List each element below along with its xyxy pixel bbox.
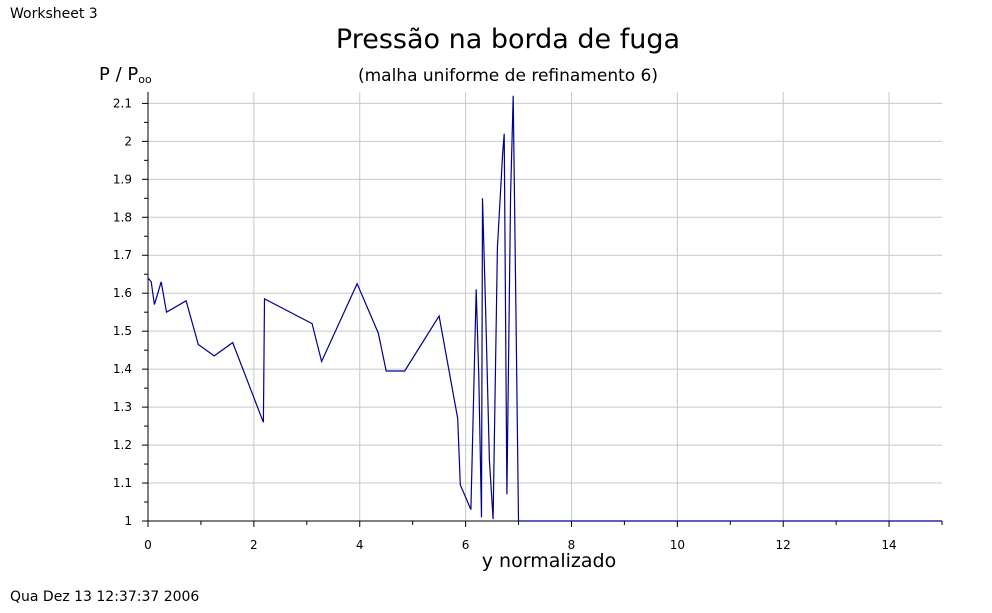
y-axis-label-subscript: oo bbox=[138, 73, 152, 86]
x-tick-label: 6 bbox=[462, 538, 470, 552]
chart-title: Pressão na borda de fuga bbox=[335, 24, 681, 55]
y-tick-label: 2.1 bbox=[113, 96, 132, 110]
tick-marks bbox=[142, 102, 943, 527]
y-tick-label: 1.7 bbox=[113, 248, 132, 262]
tick-labels: 0 2 4 6 8 10 12 14 1 1.1 1.2 1.3 1.4 1.5 1.6 1.7 1.8 1.9 2… bbox=[113, 96, 897, 552]
axes bbox=[147, 92, 942, 522]
y-tick-label: 1.1 bbox=[113, 476, 132, 490]
worksheet-label: Worksheet 3 bbox=[10, 6, 98, 22]
y-tick-label: 1.3 bbox=[113, 400, 132, 414]
y-axis-label: P / Poo bbox=[99, 64, 152, 86]
grid-lines bbox=[148, 92, 942, 521]
y-tick-label: 1 bbox=[124, 514, 132, 528]
y-axis-label-main: P / P bbox=[99, 64, 139, 85]
y-tick-label: 2 bbox=[124, 134, 132, 148]
x-tick-label: 0 bbox=[144, 538, 152, 552]
x-tick-label: 12 bbox=[776, 538, 791, 552]
y-tick-label: 1.6 bbox=[113, 286, 132, 300]
x-tick-label: 10 bbox=[670, 538, 685, 552]
timestamp: Qua Dez 13 12:37:37 2006 bbox=[10, 589, 200, 605]
data-series bbox=[147, 95, 942, 522]
x-tick-label: 2 bbox=[250, 538, 258, 552]
x-tick-label: 14 bbox=[881, 538, 896, 552]
y-tick-label: 1.2 bbox=[113, 438, 132, 452]
series-line bbox=[147, 95, 942, 522]
y-tick-label: 1.4 bbox=[113, 362, 132, 376]
y-tick-label: 1.5 bbox=[113, 324, 132, 338]
y-tick-label: 1.8 bbox=[113, 210, 132, 224]
x-tick-label: 8 bbox=[568, 538, 576, 552]
chart-subtitle: (malha uniforme de refinamento 6) bbox=[357, 66, 659, 86]
y-tick-label: 1.9 bbox=[113, 172, 132, 186]
x-tick-label: 4 bbox=[356, 538, 364, 552]
x-axis-label: y normalizado bbox=[481, 550, 617, 572]
